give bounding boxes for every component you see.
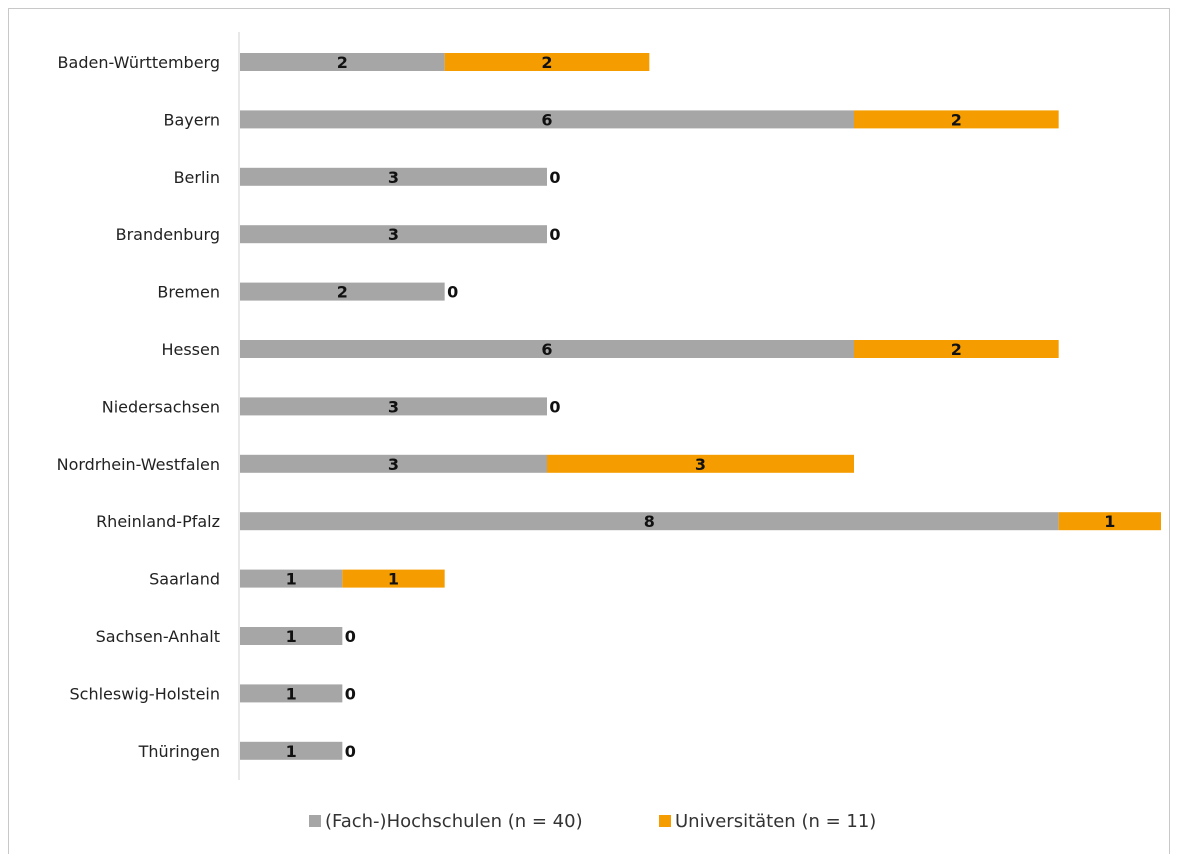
data-label: 1 xyxy=(1104,512,1115,531)
chart-frame xyxy=(8,8,1170,854)
data-label: 1 xyxy=(286,684,297,703)
bar-segment xyxy=(240,454,547,473)
data-label: 1 xyxy=(388,570,399,589)
data-label: 3 xyxy=(388,397,399,416)
bar-segment xyxy=(240,512,1059,531)
category-tick-label: Berlin xyxy=(174,168,220,187)
bar-segment xyxy=(240,53,445,71)
data-label: 1 xyxy=(286,570,297,589)
data-label: 0 xyxy=(549,397,560,416)
bar-segment xyxy=(1058,512,1161,531)
legend: (Fach-)Hochschulen (n = 40) Universitäten… xyxy=(309,811,876,832)
data-label: 2 xyxy=(951,110,962,129)
legend-swatch xyxy=(309,815,321,827)
category-tick-label: Sachsen-Anhalt xyxy=(96,627,220,646)
data-label: 3 xyxy=(695,455,706,474)
data-label: 6 xyxy=(541,340,552,359)
data-label: 8 xyxy=(644,512,655,531)
bar-segment xyxy=(240,684,343,703)
category-tick-label: Baden-Württemberg xyxy=(58,53,220,72)
data-label: 0 xyxy=(549,168,560,187)
data-label: 2 xyxy=(541,53,552,72)
category-tick-label: Brandenburg xyxy=(116,225,220,244)
data-label: 1 xyxy=(286,742,297,761)
bar-segment xyxy=(240,282,445,301)
bar-segment xyxy=(240,741,343,760)
data-label: 1 xyxy=(286,627,297,646)
data-label: 3 xyxy=(388,455,399,474)
legend-swatch xyxy=(659,815,671,827)
bars-layer xyxy=(240,53,1161,760)
data-label: 2 xyxy=(337,53,348,72)
data-label: 3 xyxy=(388,225,399,244)
bar-segment xyxy=(240,340,854,358)
bar-segment xyxy=(444,53,650,71)
data-label: 0 xyxy=(345,627,356,646)
legend-label: (Fach-)Hochschulen (n = 40) xyxy=(325,811,583,832)
category-tick-label: Niedersachsen xyxy=(102,397,220,416)
data-label: 6 xyxy=(541,110,552,129)
category-tick-label: Thüringen xyxy=(138,742,220,761)
bar-segment xyxy=(240,110,854,129)
category-tick-label: Rheinland-Pfalz xyxy=(96,512,220,531)
category-tick-label: Schleswig-Holstein xyxy=(70,684,220,703)
data-label: 2 xyxy=(337,283,348,302)
data-label: 0 xyxy=(447,283,458,302)
bar-segment xyxy=(342,569,445,588)
bar-segment xyxy=(240,569,343,588)
legend-label: Universitäten (n = 11) xyxy=(675,811,876,832)
category-tick-label: Nordrhein-Westfalen xyxy=(57,455,220,474)
bar-segment xyxy=(547,454,854,473)
data-label: 3 xyxy=(388,168,399,187)
data-label: 0 xyxy=(345,742,356,761)
category-tick-label: Bayern xyxy=(163,110,220,129)
bar-segment xyxy=(854,110,1059,129)
category-tick-label: Saarland xyxy=(149,570,220,589)
bar-segment xyxy=(240,167,547,186)
data-label: 0 xyxy=(345,684,356,703)
bar-segment xyxy=(240,627,343,645)
labels-layer: Baden-Württemberg 2 2 Bayern 6 2 Berlin 3 0 Brand… xyxy=(57,53,1116,761)
data-label: 2 xyxy=(951,340,962,359)
bar-segment xyxy=(240,225,547,244)
bar-segment xyxy=(240,397,547,416)
bar-segment xyxy=(854,340,1059,358)
category-tick-label: Hessen xyxy=(161,340,220,359)
data-label: 0 xyxy=(549,225,560,244)
category-tick-label: Bremen xyxy=(157,283,220,302)
